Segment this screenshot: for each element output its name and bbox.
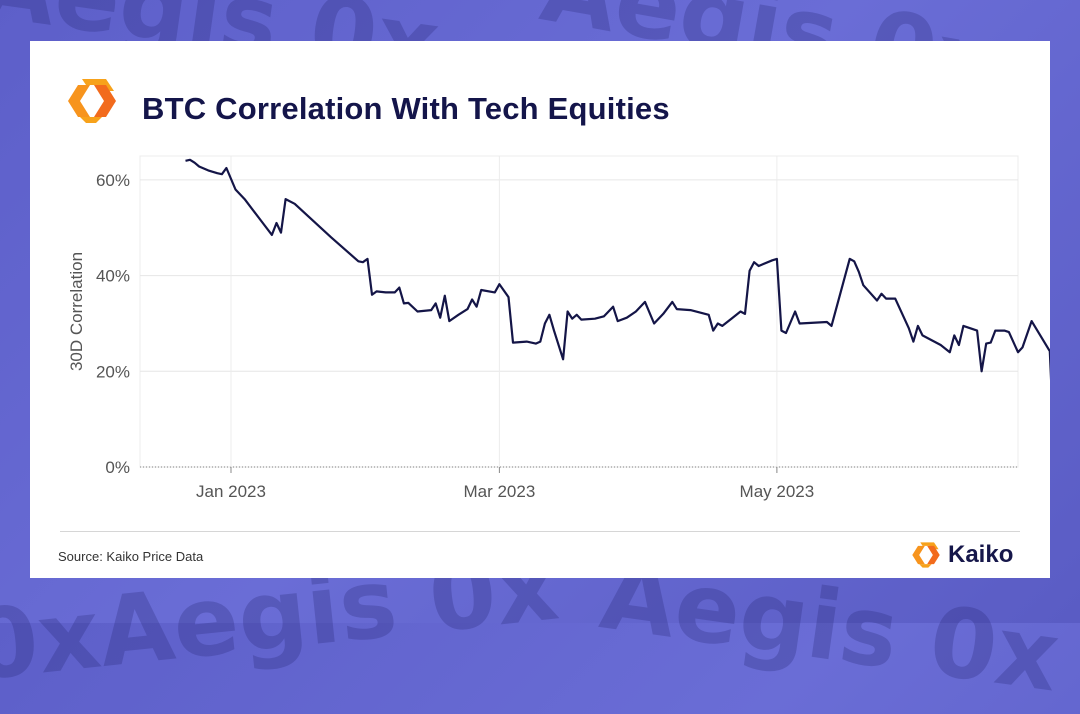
y-tick-label: 60% (96, 171, 130, 190)
x-tick-label: Mar 2023 (463, 482, 535, 501)
y-tick-label: 40% (96, 267, 130, 286)
y-tick-label: 0% (105, 458, 130, 477)
chart-card: BTC Correlation With Tech Equities 0% 20%… (30, 41, 1050, 578)
line-chart: 0% 20% 40% 60% Jan 2023 Mar 2023 May 2023 30D C… (67, 155, 1050, 501)
y-tick-label: 20% (96, 362, 130, 381)
kaiko-logo-icon (68, 79, 116, 123)
brand-mark: Kaiko (910, 538, 1013, 572)
x-tick-label: May 2023 (740, 482, 815, 501)
y-axis-label: 30D Correlation (67, 252, 86, 371)
plot-frame (139, 155, 1019, 468)
kaiko-small-logo-icon (912, 542, 940, 568)
footer-divider (60, 531, 1020, 532)
chart-title: BTC Correlation With Tech Equities (142, 91, 670, 126)
source-note: Source: Kaiko Price Data (58, 549, 204, 564)
brand-name: Kaiko (948, 541, 1014, 568)
x-tick-label: Jan 2023 (196, 482, 266, 501)
series-line (185, 158, 1050, 381)
